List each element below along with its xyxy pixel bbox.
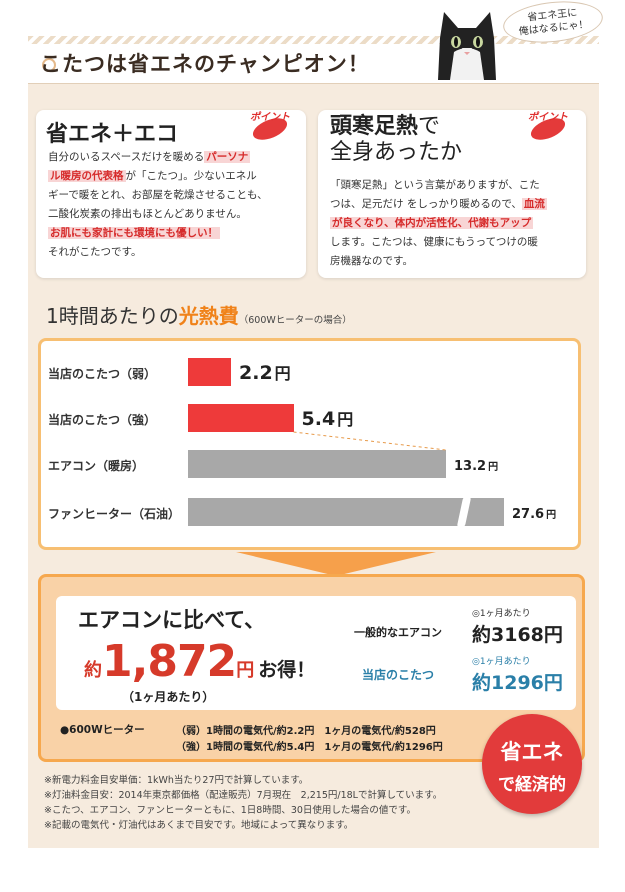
footnote: ※記載の電気代・灯油代はあくまで目安です。地域によって異なります。 [44,820,354,831]
eco-highlight-2: ル暖房の代表格 [48,170,126,182]
bar-category-label: 当店のこたつ（弱） [48,367,157,381]
bar-category-label: ファンヒーター（石油） [48,507,181,521]
bar-category-label: エアコン（暖房） [48,459,145,473]
health-heading-particle: で [418,114,441,139]
eco-text-3: ギーで暖をとれ、お部屋を乾燥させることも、 [48,189,268,201]
savings-amount: 約1,872円 お得！ [84,636,315,687]
eco-text-1: 自分のいるスペースだけを暖める [48,151,205,163]
aircon-monthly-cost: 約3168円 [472,624,563,646]
eco-card-body: 自分のいるスペースだけを暖める パーソナ ル暖房の代表格 が「こたつ」。少ないエネル… [48,148,300,262]
kotatsu-label: 当店のこたつ [362,668,435,682]
health-card-body: 「頭寒足熱」という言葉がありますが、こた つは、足元だけ をしっかり暖めるので、… [330,176,580,271]
health-heading-keyword: 頭寒足熱 [330,114,419,139]
savings-summary-inner [56,596,576,710]
footnote: ※新電力料金目安単価：1kWh当たり27円で計算しています。 [44,775,309,786]
compare-title: エアコンに比べて、 [78,608,266,632]
aircon-period: ◎1ヶ月あたり [472,609,531,619]
bar-category-label: 当店のこたつ（強） [48,413,157,427]
bar-value-unit: 円 [337,410,354,429]
health-text-3: します。こたつは、健康にもうってつけの暖 [330,236,538,248]
point-badge: ポイント [250,112,290,123]
bar-value-number: 27.6 [512,507,545,522]
eco-card: 省エネ＋エコ ポイント 自分のいるスペースだけを暖める パーソナ ル暖房の代表格が… [36,110,306,278]
savings-suffix: お得！ [258,659,316,681]
health-card: 頭寒足熱で 全身あったか ポイント 「頭寒足熱」という言葉がありますが、こた つ… [318,110,586,278]
eco-highlight-3: お肌にも家計にも環境にも優しい！ [48,227,220,239]
chart-heading: 1時間あたりの光熱費（600Wヒーターの場合） [46,300,352,329]
savings-number: 1,872 [102,636,237,687]
kotatsu-period: ◎1ヶ月あたり [472,657,531,667]
heater-label: ●600Wヒーター [60,724,145,736]
chart-heading-note: （600Wヒーターの場合） [238,315,352,326]
health-card-heading: 頭寒足熱で 全身あったか [330,114,462,166]
bar-value-number: 2.2 [239,362,273,384]
health-text-1: 「頭寒足熱」という言葉がありますが、こた [330,179,540,191]
bar-value-unit: 円 [488,462,499,473]
point-badge: ポイント [528,112,568,123]
footnotes: ※新電力料金目安単価：1kWh当たり27円で計算しています。 ※灯油料金目安：2… [44,773,442,833]
footnote: ※灯油料金目安：2014年東京都価格（配達販売）7月現在 2,215円/18Lで… [44,790,443,801]
aircon-label: 一般的なエアコン [354,626,442,639]
bar-value-label: 13.2 円 [454,458,498,474]
stripe-decoration [28,36,599,44]
eco-highlight-1: パーソナ [204,151,251,163]
health-highlight-1: 血流 [521,198,547,210]
eco-card-heading: 省エネ＋エコ [46,122,179,147]
cat-icon [438,12,496,80]
heater-weak-costs: （弱）1時間の電気代/約2.2円 1ヶ月の電気代/約528円 [176,726,436,737]
health-text-4: 房機器なのです。 [330,255,413,267]
bar-value-label: 27.6 円 [512,506,556,522]
savings-prefix: 約 [84,660,102,681]
circle-bullet-icon [42,58,56,72]
page-title: こたつは省エネのチャンピオン！ [40,52,370,76]
bar-value-number: 5.4 [301,408,336,430]
savings-period: （1ヶ月あたり） [122,690,215,704]
health-highlight-2: が良くなり、体内が活性化、代謝もアップ [330,217,534,229]
health-heading-line2: 全身あったか [330,140,463,165]
footnote: ※こたつ、エアコン、ファンヒーターともに、1日8時間、30日使用した場合の値です… [44,805,416,816]
chart-heading-prefix: 1時間あたりの [46,304,179,328]
health-text-2: つは、足元だけ をしっかり暖めるので、 [330,198,522,210]
eco-text-5: それがこたつです。 [48,246,142,258]
savings-unit: 円 [236,660,255,681]
heater-strong-costs: （強）1時間の電気代/約5.4円 1ヶ月の電気代/約1296円 [176,742,443,753]
bar-value-label: 2.2 円 [239,360,291,384]
seal-line-2: で経済的 [498,775,566,795]
title-band [28,36,599,84]
bar-value-unit: 円 [274,364,291,383]
bar-value-label: 5.4 円 [302,406,354,430]
eco-text-4: 二酸化炭素の排出もほとんどありません。 [48,208,247,220]
bar [188,498,504,526]
eco-text-2: が「こたつ」。少ないエネル [125,170,257,182]
seal-line-1: 省エネ [500,740,564,764]
bar [188,450,446,478]
kotatsu-monthly-cost: 約1296円 [472,672,563,694]
bar [188,404,294,432]
bar-value-unit: 円 [546,510,557,521]
economy-seal: 省エネ で経済的 [482,714,582,814]
bar-value-number: 13.2 [454,459,487,474]
bar [188,358,231,386]
down-arrow-icon [236,552,436,576]
chart-heading-accent: 光熱費 [178,304,239,328]
